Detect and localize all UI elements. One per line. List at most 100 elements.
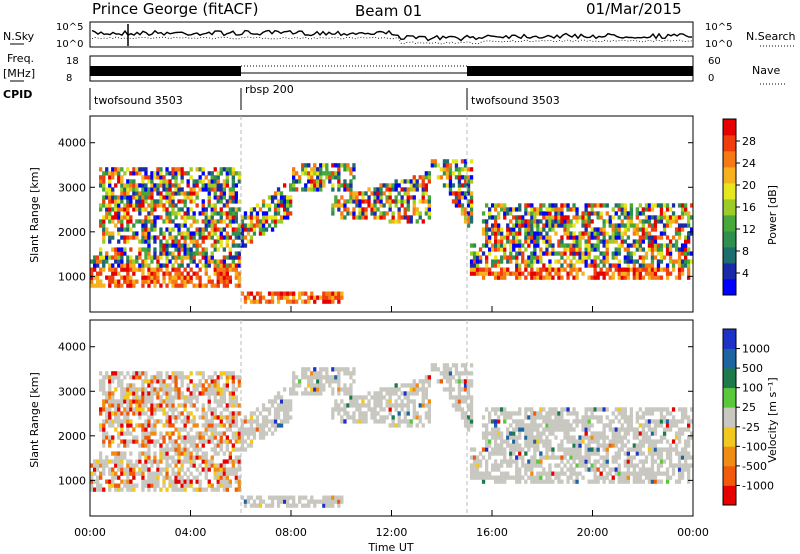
velocity-cell — [111, 439, 115, 444]
velocity-cell — [319, 375, 323, 380]
velocity-cell — [668, 459, 673, 464]
power-cell — [421, 183, 425, 188]
velocity-cell — [557, 475, 561, 480]
velocity-cell — [171, 399, 175, 404]
velocity-cell — [102, 463, 106, 468]
power-cell — [316, 179, 320, 184]
velocity-cell — [442, 363, 447, 368]
velocity-cell — [174, 371, 178, 376]
velocity-cell — [500, 471, 504, 476]
power-cell — [617, 243, 621, 248]
power-cell — [641, 207, 645, 212]
velocity-cell — [617, 447, 621, 452]
velocity-cell — [322, 375, 326, 380]
power-cell — [469, 263, 474, 268]
velocity-cell — [581, 427, 585, 432]
power-cell — [578, 251, 582, 256]
power-cell — [249, 219, 254, 224]
power-cell — [298, 291, 302, 296]
velocity-cell — [656, 467, 661, 472]
velocity-cell — [174, 415, 178, 420]
power-cell — [355, 203, 359, 208]
velocity-cell — [150, 423, 154, 428]
velocity-cell — [207, 383, 211, 388]
power-cell — [665, 203, 670, 208]
power-cell — [310, 291, 314, 296]
power-cell — [427, 215, 431, 220]
velocity-cell — [132, 371, 136, 376]
power-cell — [135, 219, 139, 224]
velocity-cell — [403, 391, 407, 396]
velocity-cell — [153, 379, 157, 384]
power-cell — [587, 243, 591, 248]
velocity-cell — [213, 383, 217, 388]
velocity-cell — [590, 463, 594, 468]
velocity-cell — [566, 427, 570, 432]
velocity-cell — [198, 479, 202, 484]
power-cell — [491, 259, 495, 264]
velocity-cell — [518, 423, 522, 428]
velocity-cell — [530, 423, 534, 428]
velocity-cell — [105, 407, 109, 412]
power-cell — [222, 195, 226, 200]
velocity-cell — [186, 459, 190, 464]
velocity-cell — [186, 455, 190, 460]
velocity-colorbar-label: Velocity [m s⁻¹] — [766, 377, 779, 462]
power-cell — [114, 171, 118, 176]
velocity-cell — [536, 447, 540, 452]
velocity-cell — [243, 503, 248, 508]
velocity-cell — [485, 471, 489, 476]
velocity-cell — [180, 419, 184, 424]
power-cell — [313, 167, 317, 172]
power-cell — [355, 199, 359, 204]
power-cell — [171, 283, 175, 288]
power-cell — [180, 255, 184, 260]
power-cell — [403, 179, 407, 184]
velocity-cell — [177, 391, 181, 396]
velocity-cell — [273, 419, 278, 424]
power-cell — [409, 179, 413, 184]
power-cell — [138, 207, 142, 212]
power-cell — [93, 263, 97, 268]
power-cell — [677, 215, 682, 220]
velocity-cell — [349, 387, 353, 392]
power-cell — [620, 223, 624, 228]
velocity-cell — [684, 443, 688, 448]
velocity-cell — [584, 455, 588, 460]
velocity-cell — [126, 439, 130, 444]
power-cell — [656, 251, 661, 256]
velocity-cell — [406, 407, 410, 412]
power-cell — [497, 259, 501, 264]
power-cell — [177, 267, 181, 272]
power-cell — [500, 243, 504, 248]
power-cell — [647, 231, 652, 236]
velocity-cell — [117, 419, 121, 424]
velocity-cell — [406, 395, 410, 400]
velocity-cell — [370, 395, 374, 400]
power-cell — [602, 275, 606, 280]
velocity-cell — [234, 399, 238, 404]
power-cell — [518, 207, 522, 212]
velocity-cell — [424, 387, 428, 392]
power-cell — [225, 271, 229, 276]
velocity-cell — [186, 483, 190, 488]
power-cell — [132, 187, 136, 192]
power-cell — [138, 199, 142, 204]
power-cell — [234, 191, 238, 196]
power-cell — [623, 271, 627, 276]
power-cell — [177, 207, 181, 212]
velocity-cell — [201, 451, 205, 456]
power-cell — [189, 235, 193, 240]
power-cell — [382, 203, 386, 208]
power-cell — [99, 223, 103, 228]
velocity-cell — [355, 399, 359, 404]
power-cell — [647, 247, 652, 252]
velocity-cell — [687, 435, 691, 440]
velocity-cell — [656, 471, 661, 476]
velocity-cell — [222, 459, 226, 464]
power-cell — [114, 195, 118, 200]
velocity-cell — [222, 391, 226, 396]
velocity-cell — [99, 371, 103, 376]
power-cell — [123, 211, 127, 216]
velocity-cell — [463, 423, 468, 428]
